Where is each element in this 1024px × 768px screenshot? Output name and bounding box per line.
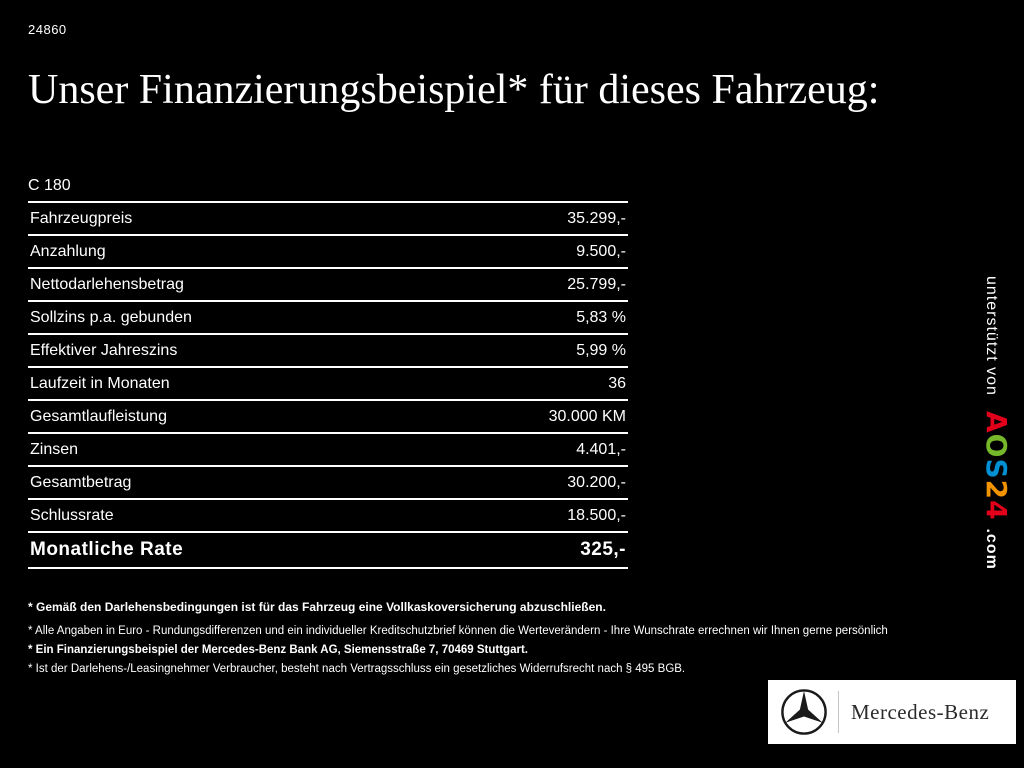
table-row: Sollzins p.a. gebunden 5,83 % — [28, 302, 628, 335]
brand-divider — [838, 691, 839, 733]
logo-letter-o: O — [980, 434, 1013, 459]
row-value: 5,83 % — [576, 308, 626, 326]
footnotes: * Gemäß den Darlehensbedingungen ist für… — [28, 600, 978, 676]
row-label: Sollzins p.a. gebunden — [30, 308, 192, 326]
monthly-rate-label: Monatliche Rate — [30, 539, 184, 560]
footnote: * Ein Finanzierungsbeispiel der Mercedes… — [28, 644, 528, 656]
reference-number: 24860 — [28, 22, 67, 37]
page-title: Unser Finanzierungsbeispiel* für dieses … — [28, 67, 880, 113]
row-label: Nettodarlehensbetrag — [30, 275, 184, 293]
table-row: Gesamtbetrag 30.200,- — [28, 467, 628, 500]
table-row: Fahrzeugpreis 35.299,- — [28, 203, 628, 236]
row-value: 36 — [608, 374, 626, 392]
aos24-logo: AOS24 — [980, 411, 1013, 522]
row-value: 30.000 KM — [548, 407, 626, 425]
row-label: Laufzeit in Monaten — [30, 374, 170, 392]
table-row: Nettodarlehensbetrag 25.799,- — [28, 269, 628, 302]
table-row: Laufzeit in Monaten 36 — [28, 368, 628, 401]
row-value: 9.500,- — [576, 242, 626, 260]
row-value: 4.401,- — [576, 440, 626, 458]
mercedes-benz-brand-box: Mercedes-Benz — [768, 680, 1016, 744]
row-label: Zinsen — [30, 440, 79, 458]
row-value: 18.500,- — [567, 506, 626, 524]
supported-by-text: unterstützt von — [983, 276, 1000, 396]
row-label: Gesamtlaufleistung — [30, 407, 167, 425]
monthly-rate-value: 325,- — [580, 539, 626, 560]
row-label: Fahrzeugpreis — [30, 209, 133, 227]
logo-domain-suffix: .com — [983, 528, 1000, 570]
row-value: 30.200,- — [567, 473, 626, 491]
row-value: 5,99 % — [576, 341, 626, 359]
footnote: * Alle Angaben in Euro - Rundungsdiffere… — [28, 625, 888, 637]
row-label: Schlussrate — [30, 506, 114, 524]
table-row: Anzahlung 9.500,- — [28, 236, 628, 269]
table-row: Effektiver Jahreszins 5,99 % — [28, 335, 628, 368]
row-value: 35.299,- — [567, 209, 626, 227]
logo-letter-a: A — [980, 411, 1013, 435]
monthly-rate-row: Monatliche Rate 325,- — [28, 533, 628, 569]
footnote: * Gemäß den Darlehensbedingungen ist für… — [28, 600, 606, 614]
model-name: C 180 — [28, 176, 71, 194]
finance-table: C 180 Fahrzeugpreis 35.299,- Anzahlung 9… — [28, 170, 628, 569]
logo-letter-s: S — [980, 458, 1013, 481]
logo-letter-2: 2 — [980, 480, 1013, 501]
row-label: Effektiver Jahreszins — [30, 341, 178, 359]
row-value: 25.799,- — [567, 275, 626, 293]
table-row: Gesamtlaufleistung 30.000 KM — [28, 401, 628, 434]
footnote: * Ist der Darlehens-/Leasingnehmer Verbr… — [28, 663, 686, 675]
mercedes-star-icon — [781, 689, 827, 735]
row-label: Gesamtbetrag — [30, 473, 132, 491]
side-credit: unterstützt von AOS24 .com — [980, 276, 1013, 570]
row-label: Anzahlung — [30, 242, 106, 260]
logo-letter-4: 4 — [980, 500, 1013, 522]
table-row: Schlussrate 18.500,- — [28, 500, 628, 533]
brand-name: Mercedes-Benz — [851, 699, 990, 724]
table-row: Zinsen 4.401,- — [28, 434, 628, 467]
model-row: C 180 — [28, 170, 628, 203]
